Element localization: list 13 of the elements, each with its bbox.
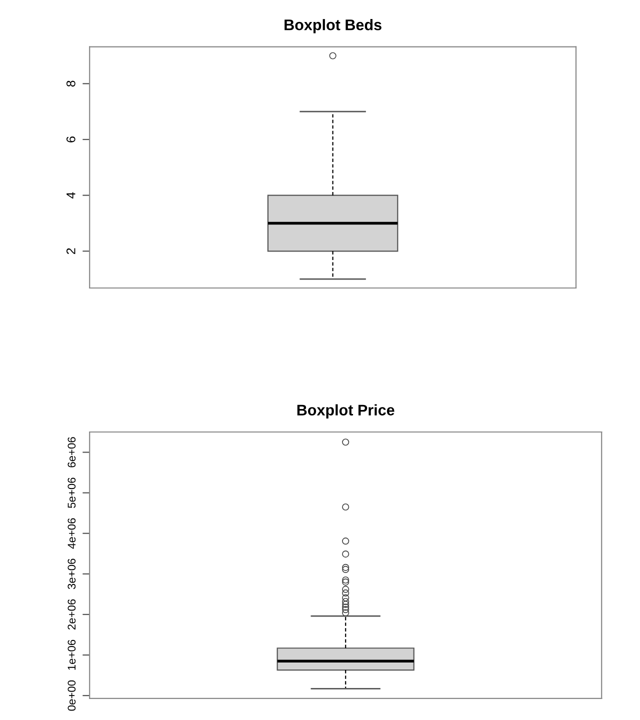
y-tick-label: 4 <box>66 192 76 199</box>
y-tick-label: 6e+06 <box>68 437 76 468</box>
y-tick-label: 1e+06 <box>68 640 76 670</box>
y-tick-label: 3e+06 <box>68 558 76 590</box>
y-tick-label: 2e+06 <box>68 599 76 630</box>
y-tick-label: 8 <box>66 80 76 87</box>
chart-title: Boxplot Price <box>297 404 394 419</box>
y-tick-label: 5e+06 <box>68 478 76 508</box>
y-tick-label: 6 <box>66 136 76 142</box>
chart-title: Boxplot Beds <box>284 19 382 34</box>
y-tick-label: 0e+00 <box>68 680 76 711</box>
y-tick-label: 4e+06 <box>68 518 76 549</box>
y-tick-label: 2 <box>66 248 76 254</box>
